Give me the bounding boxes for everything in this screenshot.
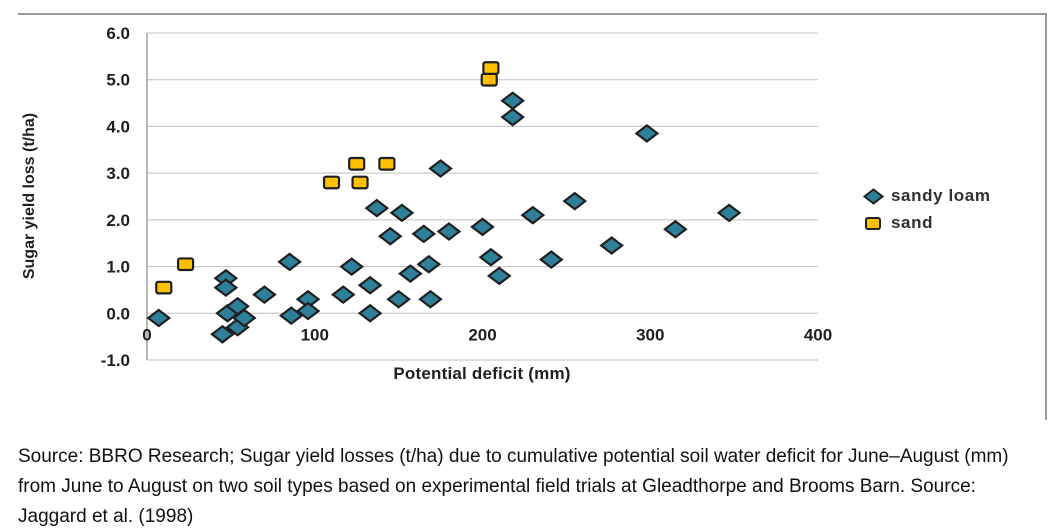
point-sand — [322, 175, 341, 190]
point-sandy-loam — [428, 159, 453, 178]
point-sandy-loam — [389, 203, 415, 223]
point-sandy-loam — [634, 124, 660, 143]
legend-item-sandy-loam: sandy loam — [863, 186, 991, 206]
point-sandy-loam — [377, 226, 403, 246]
y-tick-label: 3.0 — [106, 164, 130, 183]
legend: sandy loam sand — [863, 186, 991, 233]
point-sandy-loam — [478, 247, 504, 267]
x-tick-label: 0 — [142, 325, 151, 344]
y-tick-label: 4.0 — [106, 117, 130, 136]
point-sand — [480, 72, 498, 87]
point-sandy-loam — [213, 278, 239, 297]
point-sandy-loam — [357, 303, 383, 323]
source-caption: Source: BBRO Research; Sugar yield losse… — [18, 446, 1009, 528]
point-sandy-loam — [436, 222, 462, 241]
point-sandy-loam — [716, 203, 742, 223]
x-tick-label: 100 — [301, 325, 329, 344]
point-sand — [348, 156, 366, 171]
legend-item-sand: sand — [863, 213, 991, 233]
point-sandy-loam — [295, 301, 321, 321]
x-axis-title: Potential deficit (mm) — [393, 364, 571, 383]
point-sand — [378, 156, 396, 171]
square-icon — [865, 216, 881, 230]
point-sandy-loam — [277, 252, 302, 272]
x-tick-label: 400 — [804, 325, 832, 344]
point-sandy-loam — [278, 306, 304, 326]
y-axis-title: Sugar yield loss (t/ha) — [21, 112, 38, 280]
legend-label-sand: sand — [891, 213, 934, 232]
y-tick-label: 1.0 — [106, 258, 130, 277]
point-sandy-loam — [470, 217, 495, 237]
point-sand — [482, 61, 500, 75]
x-tick-label: 200 — [468, 325, 496, 344]
point-sandy-loam — [252, 285, 277, 304]
y-tick-label: -1.0 — [101, 351, 130, 370]
y-tick-label: 2.0 — [106, 211, 130, 230]
legend-label-sandy-loam: sandy loam — [891, 186, 991, 205]
point-sandy-loam — [339, 257, 364, 276]
point-sandy-loam — [500, 91, 526, 111]
point-sandy-loam — [562, 191, 588, 211]
point-sandy-loam — [210, 324, 235, 344]
point-sandy-loam — [538, 250, 564, 269]
point-sandy-loam — [599, 236, 624, 255]
point-sandy-loam — [357, 275, 383, 295]
y-tick-label: 5.0 — [106, 71, 130, 90]
point-sandy-loam — [500, 107, 526, 127]
x-tick-label: 300 — [636, 325, 664, 344]
point-sandy-loam — [231, 308, 257, 328]
y-tick-label: 6.0 — [106, 24, 130, 43]
point-sandy-loam — [418, 289, 443, 309]
point-sandy-loam — [520, 205, 546, 225]
point-sand — [351, 175, 369, 190]
point-sandy-loam — [398, 264, 423, 283]
point-sandy-loam — [416, 254, 442, 274]
point-sandy-loam — [146, 308, 172, 328]
point-sand — [155, 280, 173, 295]
point-sandy-loam — [411, 224, 437, 244]
y-tick-label: 0.0 — [106, 304, 130, 323]
point-sandy-loam — [486, 266, 512, 286]
point-sand — [176, 257, 195, 272]
point-sandy-loam — [330, 285, 356, 304]
scatter-plot: 6.0 5.0 4.0 3.0 2.0 1.0 0.0 -1.0 0 100 200 300 400 — [101, 24, 832, 370]
diamond-icon — [863, 187, 884, 205]
point-sandy-loam — [386, 289, 411, 309]
point-sandy-loam — [663, 219, 688, 239]
point-sandy-loam — [364, 198, 390, 218]
